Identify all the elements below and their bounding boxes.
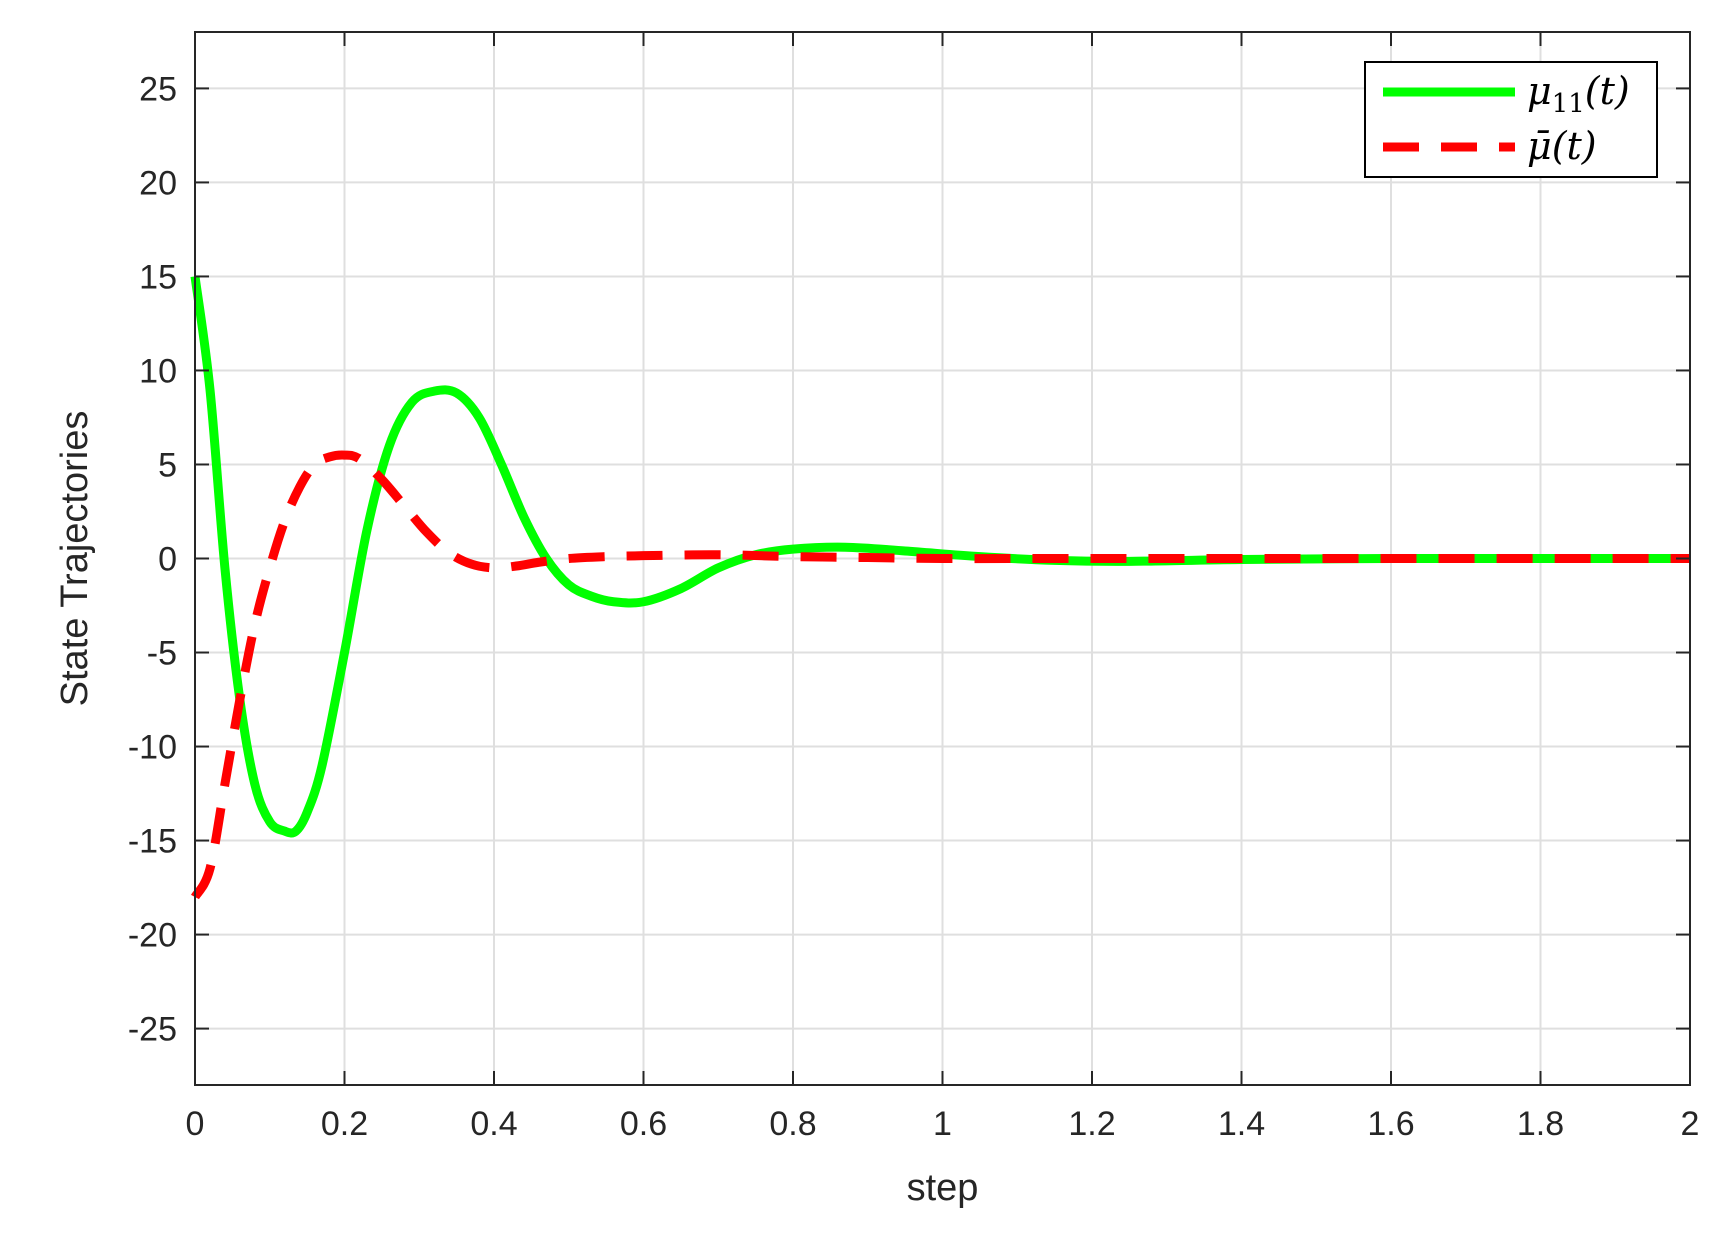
- y-tick-label: 25: [139, 70, 177, 108]
- y-tick-labels: 25 20 15 10 5 0 -5 -10 -15 -20 -25: [128, 70, 177, 1048]
- x-tick-label: 0.8: [769, 1105, 816, 1143]
- x-tick-label: 1: [933, 1105, 952, 1143]
- series-line-mu-bar: [191, 450, 1690, 900]
- series-layer: [190, 275, 1690, 900]
- x-tick-label: 1.8: [1517, 1105, 1564, 1143]
- legend-label-mu-bar-main: μ̄: [1527, 124, 1552, 168]
- y-tick-label: -25: [128, 1011, 177, 1049]
- legend-label-mu-bar: μ̄(t): [1527, 124, 1597, 168]
- x-tick-label: 1.2: [1068, 1105, 1115, 1143]
- y-tick-label: 20: [139, 164, 177, 202]
- y-tick-label: -5: [147, 635, 177, 673]
- x-tick-label: 2: [1681, 1105, 1700, 1143]
- legend-label-mu-bar-tail: (t): [1552, 124, 1597, 168]
- y-axis-label: State Trajectories: [54, 411, 96, 707]
- x-tick-label: 0: [186, 1105, 205, 1143]
- y-tick-label: 0: [158, 541, 177, 579]
- y-tick-label: -15: [128, 823, 177, 861]
- legend-box: [1364, 61, 1658, 178]
- legend: μ11(t) μ̄(t): [1364, 61, 1658, 178]
- x-tick-label: 1.6: [1367, 1105, 1414, 1143]
- y-tick-label: 5: [158, 446, 177, 484]
- axis-ticks: [194, 32, 1691, 1085]
- legend-label-mu11-main: μ: [1527, 69, 1552, 113]
- y-tick-label: 10: [139, 352, 177, 390]
- legend-label-mu11-tail: (t): [1585, 69, 1630, 113]
- x-tick-labels: 0 0.2 0.4 0.6 0.8 1 1.2 1.4 1.6 1.8 2: [186, 1105, 1700, 1143]
- legend-label-mu11-subscript: 11: [1552, 89, 1585, 119]
- y-tick-label: 15: [139, 258, 177, 296]
- legend-label-mu11: μ11(t): [1527, 69, 1630, 119]
- x-tick-label: 1.4: [1218, 1105, 1265, 1143]
- x-tick-label: 0.2: [321, 1105, 368, 1143]
- y-tick-label: -10: [128, 729, 177, 767]
- y-tick-label: -20: [128, 917, 177, 955]
- x-axis-label: step: [907, 1167, 979, 1209]
- x-tick-label: 0.4: [470, 1105, 517, 1143]
- x-tick-label: 0.6: [620, 1105, 667, 1143]
